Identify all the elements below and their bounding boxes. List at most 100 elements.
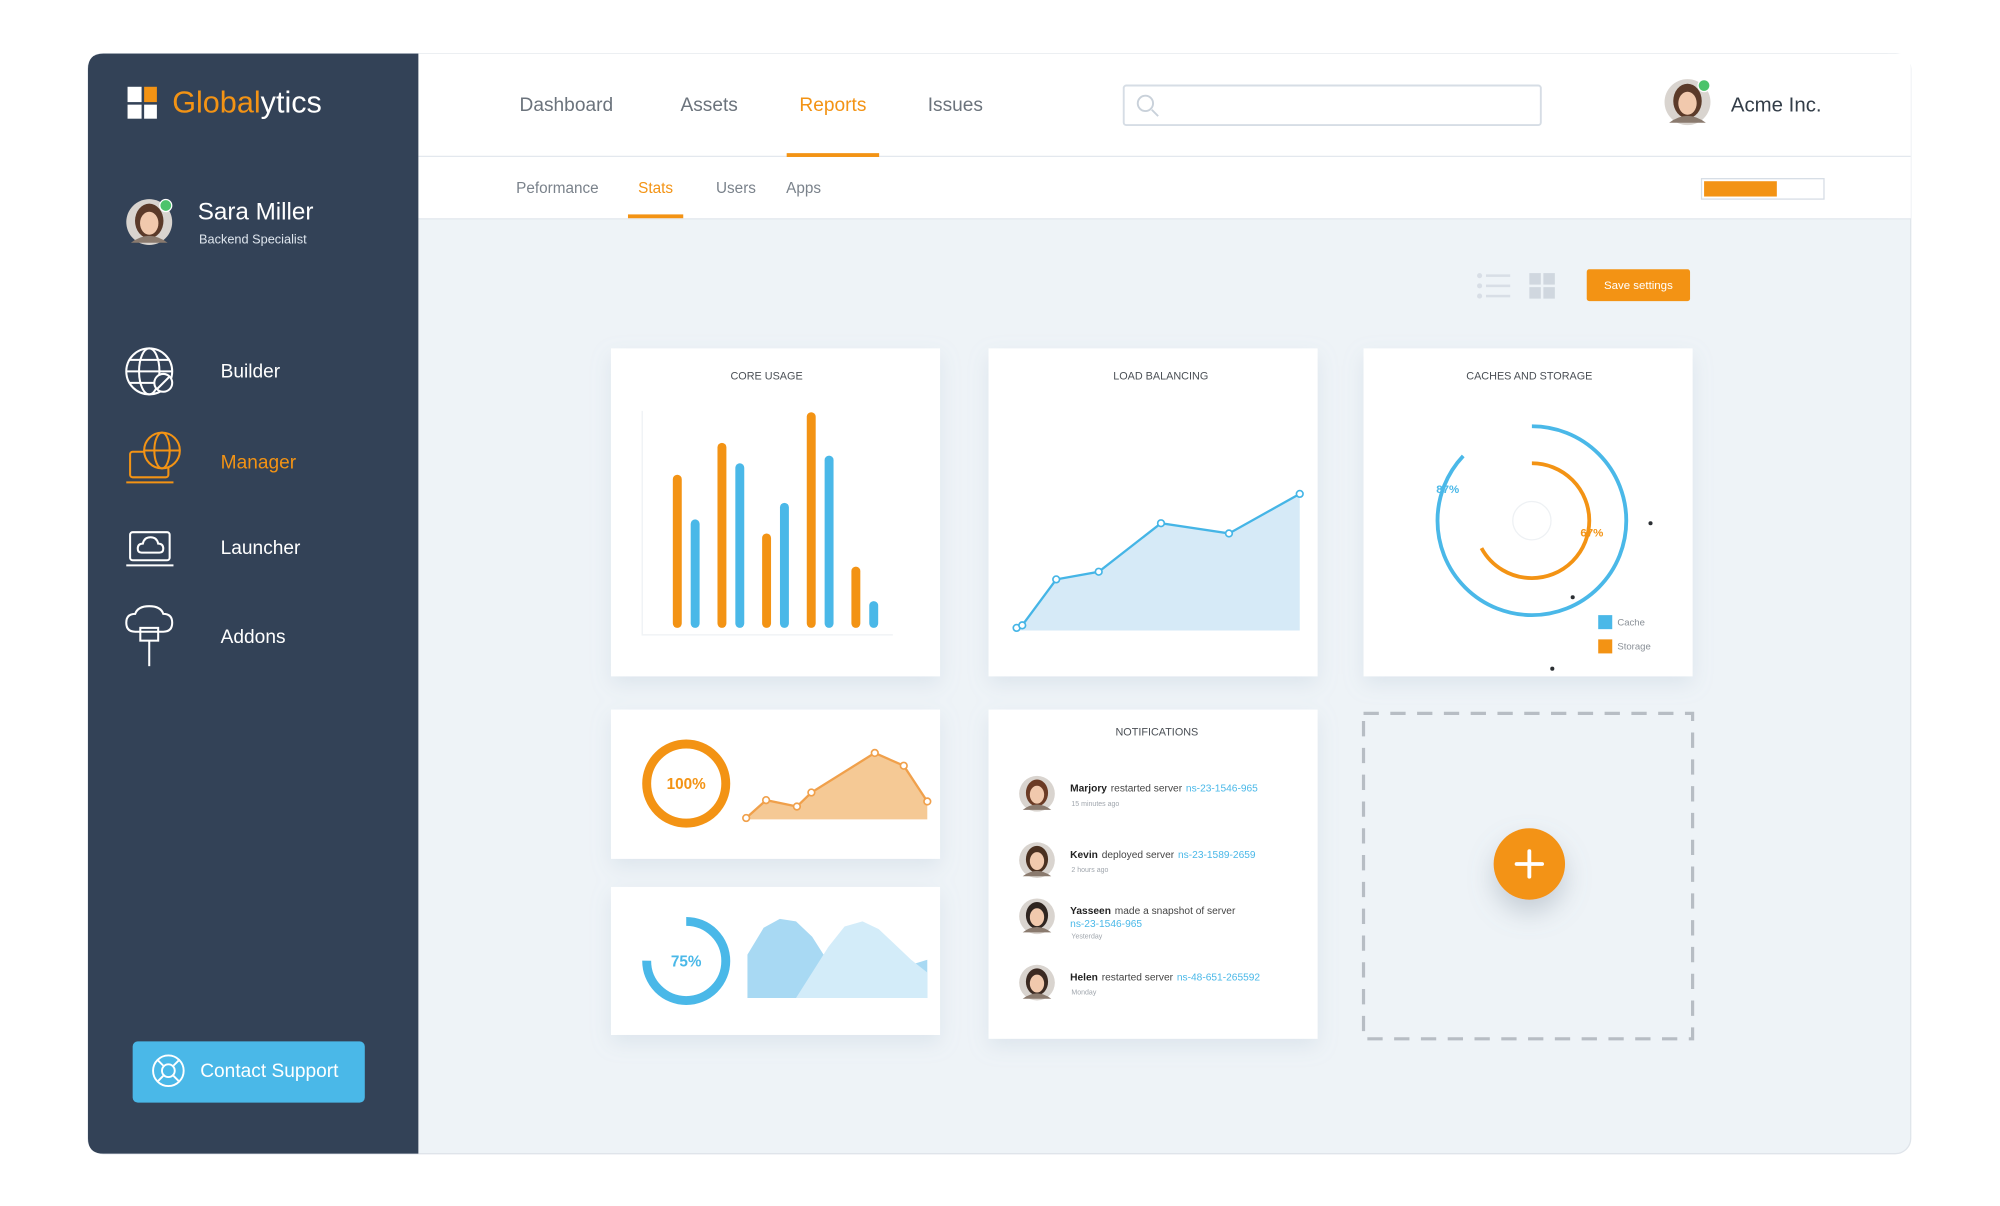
- manager-icon: [126, 431, 181, 484]
- list-view-icon[interactable]: [1477, 273, 1511, 299]
- sub-nav-item[interactable]: Users: [716, 180, 756, 197]
- decor-dots: [1550, 521, 1653, 671]
- sidebar-nav-item[interactable]: Builder: [221, 362, 281, 383]
- data-point: [742, 813, 751, 823]
- data-point: [923, 797, 932, 806]
- data-point: [807, 788, 816, 797]
- brand-part: Global: [172, 86, 260, 120]
- data-point: [1018, 621, 1027, 630]
- avatar-face: [1029, 908, 1045, 927]
- avatar-face: [1029, 852, 1045, 870]
- avatar: [1019, 964, 1055, 1001]
- server-link[interactable]: ns-48-651-265592: [1177, 972, 1261, 983]
- bar: [735, 463, 745, 628]
- brand: Globalytics: [172, 86, 322, 120]
- notification-action: restarted server: [1111, 783, 1183, 794]
- avatar-face: [1029, 974, 1045, 993]
- addons-icon: [125, 605, 174, 667]
- top-nav-item[interactable]: Issues: [928, 95, 983, 116]
- online-dot: [159, 198, 173, 213]
- widget-title: LOAD BALANCING: [1113, 370, 1208, 382]
- progress-fill: [1704, 181, 1777, 197]
- save-button-bg[interactable]: [1586, 269, 1691, 302]
- notification-text: ns-23-1546-965: [1070, 919, 1142, 930]
- active-underline: [627, 214, 684, 219]
- inner-ring: [1512, 500, 1552, 541]
- bar: [851, 566, 861, 628]
- sidebar-nav-item[interactable]: Addons: [221, 627, 286, 648]
- contact-button-bg[interactable]: [132, 1041, 365, 1103]
- donut-arc: [1472, 461, 1592, 581]
- notification-time: Yesterday: [1071, 934, 1102, 941]
- avatar-body: [130, 235, 168, 243]
- notification-user: Helen: [1070, 972, 1098, 983]
- notification-time: Monday: [1071, 990, 1096, 997]
- avatar-face: [1029, 785, 1045, 804]
- add-widget-area[interactable]: [1361, 711, 1695, 1041]
- server-link[interactable]: ns-23-1589-2659: [1178, 850, 1256, 861]
- top-nav-item[interactable]: Assets: [680, 95, 737, 116]
- avatar-body: [1669, 115, 1706, 123]
- area-fill: [1016, 493, 1300, 631]
- notification-time: 2 hours ago: [1071, 867, 1108, 874]
- legend-label: Cache: [1617, 617, 1645, 628]
- notification-user: Kevin: [1070, 850, 1098, 861]
- widget-title: CACHES AND STORAGE: [1466, 370, 1592, 382]
- gauge-arc: [642, 916, 731, 1005]
- sub-nav-item[interactable]: Peformance: [516, 180, 598, 197]
- avatar-face: [1678, 91, 1697, 115]
- data-point: [1052, 575, 1061, 584]
- legend-swatch: [1598, 615, 1613, 630]
- sub-nav-item[interactable]: Stats: [638, 180, 673, 197]
- notification-text: Kevin deployed server ns-23-1589-2659: [1070, 850, 1256, 861]
- plus-icon: [1514, 849, 1545, 879]
- header-bg: [418, 53, 1911, 219]
- grid-view-icon[interactable]: [1529, 273, 1555, 299]
- donut-label: 87%: [1436, 484, 1459, 496]
- data-point: [1224, 529, 1234, 538]
- avatar-body: [1022, 870, 1052, 877]
- sidebar-nav-item[interactable]: Manager: [221, 452, 297, 473]
- notification-action: made a snapshot of server: [1115, 906, 1236, 917]
- data-point: [792, 802, 802, 811]
- builder-icon: [125, 347, 174, 396]
- server-link[interactable]: ns-23-1546-965: [1186, 783, 1258, 794]
- legend-swatch: [1598, 639, 1613, 654]
- notification-time: 15 minutes ago: [1071, 801, 1119, 808]
- save-button[interactable]: Save settings: [1604, 280, 1673, 292]
- notification-user: Yasseen: [1070, 906, 1111, 917]
- top-nav-item[interactable]: Dashboard: [520, 95, 614, 116]
- sidebar-nav-item[interactable]: Launcher: [221, 538, 301, 559]
- contact-button[interactable]: Contact Support: [200, 1061, 339, 1082]
- bar: [779, 502, 789, 628]
- data-point: [1156, 519, 1166, 528]
- area-fill: [747, 921, 928, 998]
- active-underline: [786, 153, 880, 157]
- bar: [806, 412, 816, 628]
- avatar: [126, 198, 173, 246]
- notification-text: Helen restarted server ns-48-651-265592: [1070, 972, 1260, 983]
- sidebar: [88, 53, 419, 1154]
- search-icon: [1136, 94, 1159, 117]
- header-corner: [1887, 53, 1911, 219]
- server-link[interactable]: ns-23-1546-965: [1070, 919, 1142, 930]
- legend-label: Storage: [1617, 642, 1650, 653]
- avatar: [1019, 775, 1055, 812]
- data-point: [761, 796, 771, 805]
- support-icon: [152, 1054, 185, 1087]
- account-name[interactable]: Acme Inc.: [1731, 94, 1822, 116]
- data-point: [870, 748, 879, 758]
- notification-user: Marjory: [1070, 783, 1107, 794]
- search-box[interactable]: [1122, 84, 1542, 127]
- bar: [762, 533, 772, 628]
- top-nav-item[interactable]: Reports: [799, 95, 866, 116]
- notification-text: Yasseen made a snapshot of server: [1070, 906, 1236, 917]
- online-dot: [1697, 78, 1711, 93]
- avatar-body: [1022, 993, 1052, 999]
- avatar: [1019, 842, 1055, 879]
- sub-nav-item[interactable]: Apps: [786, 180, 821, 197]
- profile-role: Backend Specialist: [199, 231, 307, 246]
- bar: [717, 442, 727, 628]
